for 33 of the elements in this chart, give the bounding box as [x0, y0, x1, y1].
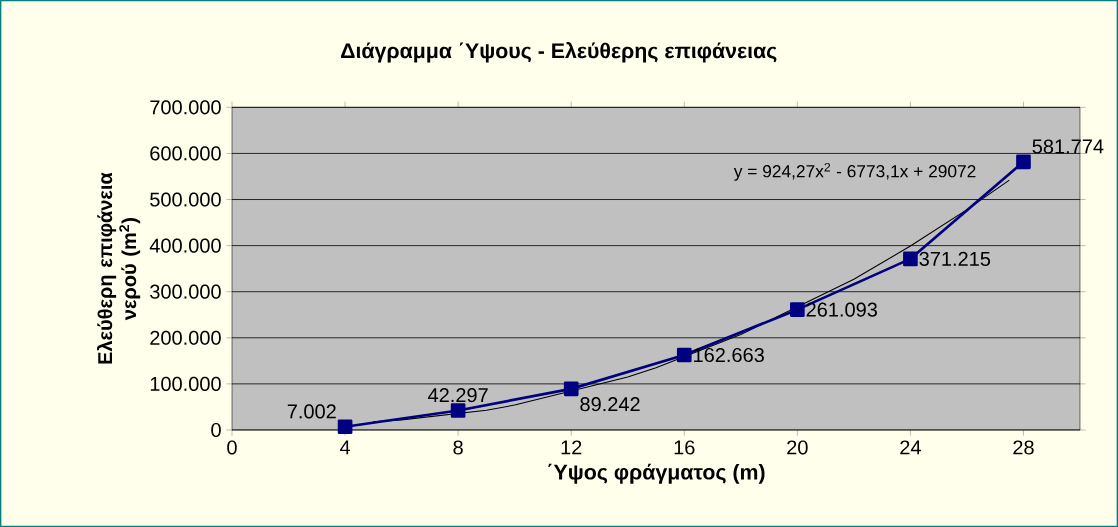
- annotation: y = 924,27x$^{2}$ - 6773,1x + 29072: [733, 162, 976, 181]
- y-tick-label: 100.000: [150, 376, 221, 391]
- point: [903, 251, 918, 267]
- x-tick-label: 28: [1013, 440, 1034, 455]
- data-label: 581.774: [1032, 139, 1104, 154]
- data-label: 42.297: [428, 388, 488, 403]
- point: [1016, 154, 1031, 170]
- data-label: 7.002: [287, 404, 336, 419]
- x-tick-label: 16: [674, 440, 695, 455]
- x-tick-label: 12: [561, 440, 582, 455]
- x-tick-label: 4: [339, 440, 351, 455]
- y-tick-label: 500.000: [150, 192, 221, 207]
- x-tick-label: 8: [453, 440, 463, 455]
- point: [676, 347, 692, 363]
- point: [790, 302, 805, 317]
- y-tick-label: 400.000: [149, 238, 221, 253]
- y-tick-label: 600.000: [150, 146, 221, 161]
- point: [450, 403, 466, 418]
- data-label: 371.215: [919, 251, 991, 266]
- x-tick-label: 24: [900, 440, 921, 455]
- data-label: 261.093: [806, 302, 878, 317]
- y-tick-label: 300.000: [150, 284, 221, 299]
- point: [337, 419, 353, 435]
- data-label: 162.663: [694, 347, 764, 363]
- y-tick-label: 200.000: [150, 330, 221, 345]
- chart-title: Διάγραμμα ΄Υψους - Ελεύθερης επιφάνειας: [341, 42, 777, 63]
- x-tick-label: 0: [227, 440, 237, 455]
- data-label: 89.242: [580, 397, 640, 412]
- x-axis-title: ΄Υψος φράγματος (m): [548, 463, 765, 484]
- y-tick-label: 0: [211, 422, 221, 438]
- y-tick-label: 700.000: [150, 100, 221, 115]
- x-tick-label: 20: [787, 440, 808, 455]
- point: [563, 381, 579, 397]
